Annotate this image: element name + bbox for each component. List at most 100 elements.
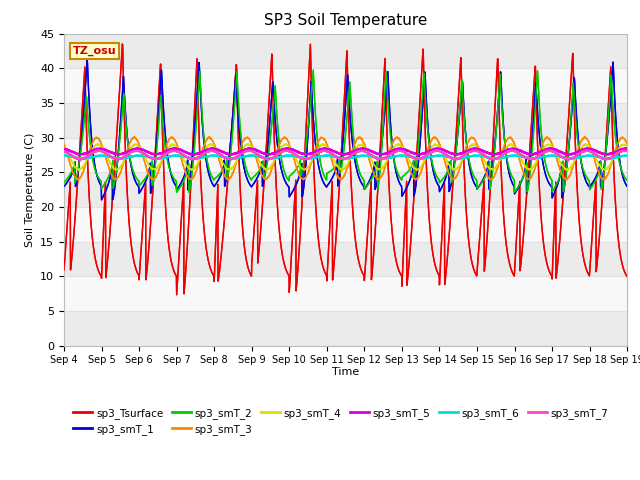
Line: sp3_smT_5: sp3_smT_5 [64,148,627,155]
Bar [64,103,627,138]
X-axis label: Time: Time [332,367,359,377]
sp3_smT_3 [60,141,68,147]
sp3_smT_2 [374,182,382,188]
sp3_smT_3 [131,134,138,140]
sp3_smT_3 [623,141,631,146]
sp3_smT_4 [60,144,68,150]
sp3_Tsurface [509,272,517,277]
sp3_Tsurface [574,194,582,200]
sp3_smT_5 [528,152,536,157]
sp3_smT_5 [623,146,631,152]
sp3_Tsurface [218,249,225,255]
sp3_smT_5 [589,147,597,153]
sp3_smT_5 [60,146,68,152]
Line: sp3_smT_1: sp3_smT_1 [64,59,627,200]
sp3_smT_2 [218,169,225,175]
Bar [64,34,627,68]
sp3_smT_2 [589,181,597,187]
sp3_smT_3 [574,147,582,153]
sp3_smT_7 [362,149,370,155]
sp3_smT_6 [374,155,382,161]
Line: sp3_smT_7: sp3_smT_7 [64,150,627,159]
sp3_smT_4 [374,167,382,173]
Line: sp3_smT_6: sp3_smT_6 [64,156,627,158]
sp3_Tsurface [589,216,597,222]
sp3_smT_1 [60,184,68,190]
Line: sp3_smT_3: sp3_smT_3 [64,137,627,180]
sp3_smT_7 [374,156,382,162]
sp3_smT_6 [60,153,68,158]
Y-axis label: Soil Temperature (C): Soil Temperature (C) [24,132,35,247]
Line: sp3_Tsurface: sp3_Tsurface [64,44,627,295]
sp3_smT_5 [217,149,225,155]
Text: TZ_osu: TZ_osu [72,46,116,56]
sp3_smT_2 [362,184,370,190]
sp3_smT_2 [60,180,68,185]
sp3_smT_3 [509,138,517,144]
Bar [64,68,627,103]
sp3_smT_1 [98,197,106,203]
sp3_Tsurface [173,292,180,298]
sp3_Tsurface [118,41,126,47]
sp3_smT_3 [374,176,382,182]
sp3_smT_6 [623,153,631,158]
sp3_smT_6 [574,155,582,161]
sp3_smT_6 [154,156,162,161]
Legend: sp3_Tsurface, sp3_smT_1, sp3_smT_2, sp3_smT_3, sp3_smT_4, sp3_smT_5, sp3_smT_6, : sp3_Tsurface, sp3_smT_1, sp3_smT_2, sp3_… [69,404,612,439]
sp3_Tsurface [623,274,631,279]
sp3_smT_2 [173,190,180,195]
sp3_smT_6 [362,153,370,158]
sp3_smT_7 [208,147,216,153]
sp3_Tsurface [362,251,370,257]
sp3_smT_1 [623,183,631,189]
Line: sp3_smT_4: sp3_smT_4 [64,144,627,170]
sp3_smT_6 [218,154,225,159]
sp3_smT_1 [374,170,382,176]
sp3_smT_3 [589,152,597,157]
sp3_smT_1 [589,179,597,184]
sp3_smT_5 [362,146,369,152]
sp3_smT_2 [509,176,517,182]
sp3_smT_2 [574,137,582,143]
Bar [64,138,627,172]
sp3_smT_1 [574,129,582,135]
sp3_smT_5 [574,149,582,155]
sp3_smT_6 [509,153,517,158]
Bar [64,241,627,276]
sp3_smT_4 [206,141,214,147]
sp3_smT_7 [574,152,582,158]
sp3_smT_3 [412,177,420,183]
sp3_smT_3 [218,165,225,170]
Bar [64,276,627,311]
sp3_smT_6 [398,153,406,158]
Bar [64,172,627,207]
sp3_smT_4 [218,157,225,163]
sp3_smT_1 [218,170,225,176]
sp3_smT_4 [509,143,517,149]
sp3_smT_1 [509,182,517,188]
sp3_smT_2 [309,67,317,73]
sp3_smT_7 [60,148,68,154]
sp3_smT_7 [377,156,385,162]
sp3_smT_4 [589,151,597,156]
sp3_smT_4 [574,152,582,158]
sp3_Tsurface [374,175,382,181]
Line: sp3_smT_2: sp3_smT_2 [64,70,627,192]
Bar [64,311,627,346]
sp3_smT_6 [589,153,597,158]
sp3_smT_7 [218,152,225,158]
sp3_Tsurface [60,267,68,273]
sp3_smT_5 [546,145,554,151]
Title: SP3 Soil Temperature: SP3 Soil Temperature [264,13,428,28]
sp3_smT_7 [623,148,631,154]
sp3_smT_1 [83,56,91,62]
sp3_smT_4 [623,143,631,149]
sp3_smT_7 [509,148,517,154]
sp3_smT_2 [623,178,631,183]
sp3_smT_1 [362,184,370,190]
sp3_smT_5 [374,151,382,157]
sp3_smT_4 [263,168,271,173]
Bar [64,207,627,241]
sp3_smT_5 [509,145,517,151]
sp3_smT_7 [589,150,597,156]
